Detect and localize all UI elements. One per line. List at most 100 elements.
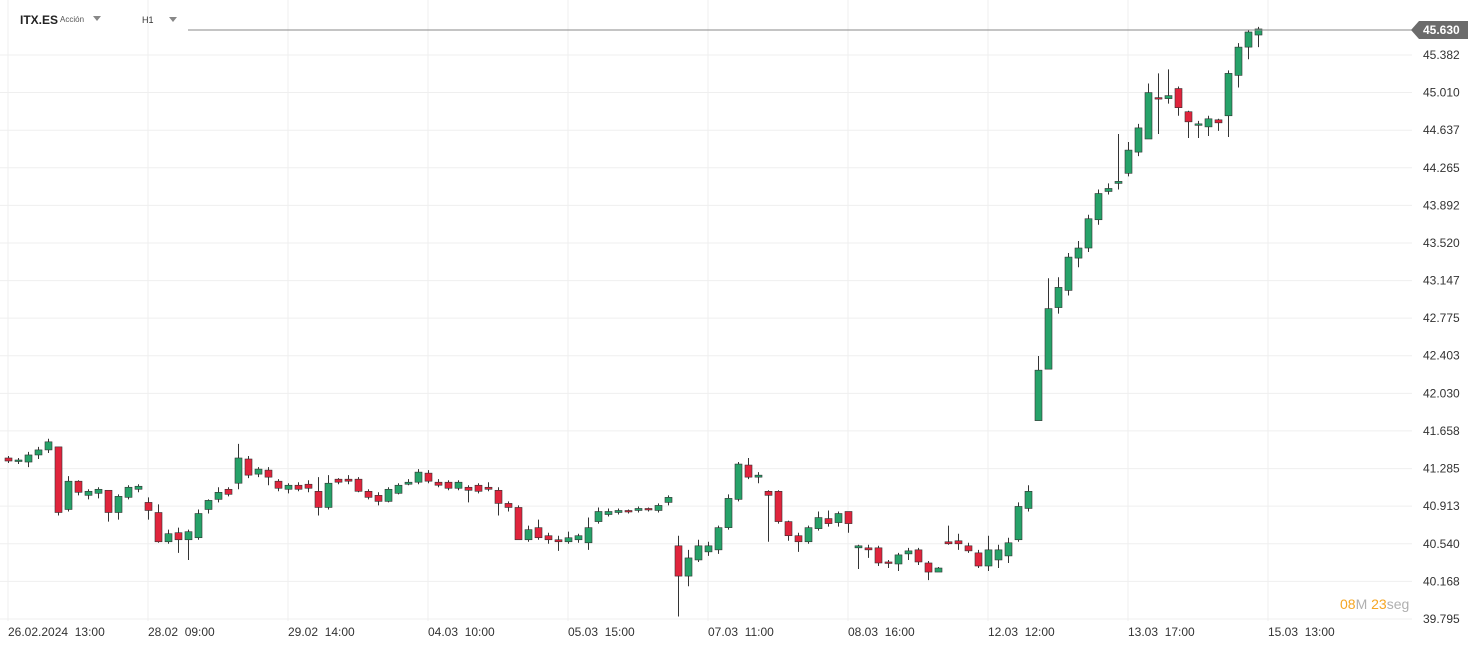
candle-body-down	[974, 552, 983, 567]
candle	[1194, 120, 1203, 138]
candle-body-down	[144, 502, 153, 511]
candle	[334, 478, 343, 485]
candle	[44, 438, 53, 453]
y-tick-label: 39.795	[1423, 612, 1460, 626]
candle	[604, 508, 613, 517]
candle-countdown: 08M 23seg	[1340, 596, 1409, 612]
candle-body-down	[644, 508, 653, 511]
candle-body-down	[314, 490, 323, 508]
candle	[224, 487, 233, 497]
candle	[394, 483, 403, 495]
candle-body-up	[584, 527, 593, 544]
price-axis[interactable]: 45.382 45.010 44.637 44.265 43.892 43.520 43.1…	[1423, 48, 1460, 626]
candle-body-down	[964, 545, 973, 552]
y-tick-label: 40.168	[1423, 574, 1460, 588]
candle	[1204, 115, 1213, 136]
candle	[554, 535, 563, 551]
x-tick-label: 12.03 12:00	[988, 625, 1055, 639]
candle	[834, 511, 843, 527]
candle-body-up	[94, 488, 103, 494]
chart-grid	[0, 0, 1412, 621]
candle-body-up	[1034, 369, 1043, 421]
candle-body-down	[294, 484, 303, 490]
candle-body-up	[694, 545, 703, 561]
candle-body-up	[44, 441, 53, 451]
candle-body-up	[1104, 188, 1113, 192]
timeframe-dropdown-chevron-down-icon[interactable]	[169, 17, 177, 22]
candle	[1054, 277, 1063, 314]
y-tick-label: 43.892	[1423, 198, 1460, 212]
candle	[754, 472, 763, 484]
candle	[464, 485, 473, 503]
candle-body-down	[794, 535, 803, 543]
candle-body-up	[1244, 31, 1253, 48]
candle-body-down	[444, 481, 453, 489]
candle	[494, 487, 503, 516]
candle	[1084, 214, 1093, 253]
candle	[1214, 118, 1223, 131]
candle-body-down	[424, 472, 433, 482]
candle-body-up	[234, 457, 243, 484]
candle	[84, 489, 93, 500]
candle	[734, 462, 743, 502]
candle-body-down	[1214, 119, 1223, 124]
candle-body-down	[884, 561, 893, 564]
x-tick-label: 05.03 15:00	[568, 625, 635, 639]
candle	[514, 505, 523, 541]
candle-body-up	[574, 535, 583, 541]
candle	[914, 547, 923, 565]
candle	[194, 509, 203, 540]
candle	[374, 492, 383, 506]
candle	[94, 487, 103, 499]
candle-body-up	[734, 463, 743, 500]
candle-body-up	[524, 529, 533, 541]
y-tick-label: 42.775	[1423, 311, 1460, 325]
candle	[114, 494, 123, 520]
candle	[324, 475, 333, 510]
candle-body-down	[484, 486, 493, 490]
candle	[724, 494, 733, 530]
timeframe-label[interactable]: H1	[142, 15, 154, 25]
candle-body-up	[1114, 181, 1123, 184]
candle	[34, 446, 43, 459]
candle-body-up	[724, 498, 733, 528]
candle-body-up	[114, 496, 123, 513]
candle-body-down	[474, 484, 483, 492]
candle-body-up	[834, 513, 843, 523]
candle-body-up	[754, 474, 763, 478]
candle	[944, 525, 953, 545]
candle	[64, 476, 73, 512]
candle	[284, 483, 293, 494]
candle-body-up	[1134, 127, 1143, 153]
candle	[854, 544, 863, 570]
candle	[504, 501, 513, 512]
candle	[1114, 133, 1123, 190]
time-axis[interactable]: 26.02.2024 13:00 28.02 09:00 29.02 14:00 04…	[8, 625, 1335, 639]
candle	[214, 487, 223, 503]
candle	[424, 470, 433, 484]
y-tick-label: 45.010	[1423, 86, 1460, 100]
symbol-dropdown-chevron-down-icon[interactable]	[93, 16, 101, 21]
candle	[874, 545, 883, 567]
current-price-line: 45.630	[188, 20, 1468, 39]
candle-body-up	[684, 557, 693, 577]
candle-body-down	[1174, 88, 1183, 108]
candle	[234, 443, 243, 490]
y-tick-label: 43.520	[1423, 236, 1460, 250]
candle	[884, 559, 893, 569]
candle	[524, 525, 533, 542]
instrument-type-label: Acción	[60, 15, 85, 24]
candle-body-down	[74, 480, 83, 493]
candle-body-up	[1254, 28, 1263, 36]
candle	[144, 497, 153, 520]
candle-body-down	[464, 486, 473, 491]
candle-body-down	[1154, 97, 1163, 100]
candle	[174, 527, 183, 553]
candle-body-up	[934, 567, 943, 573]
symbol-label[interactable]: ITX.ES	[20, 13, 59, 27]
countdown-seconds-unit: seg	[1386, 596, 1410, 612]
candle-body-down	[824, 518, 833, 524]
candle	[404, 479, 413, 486]
candle-body-up	[1084, 218, 1093, 249]
